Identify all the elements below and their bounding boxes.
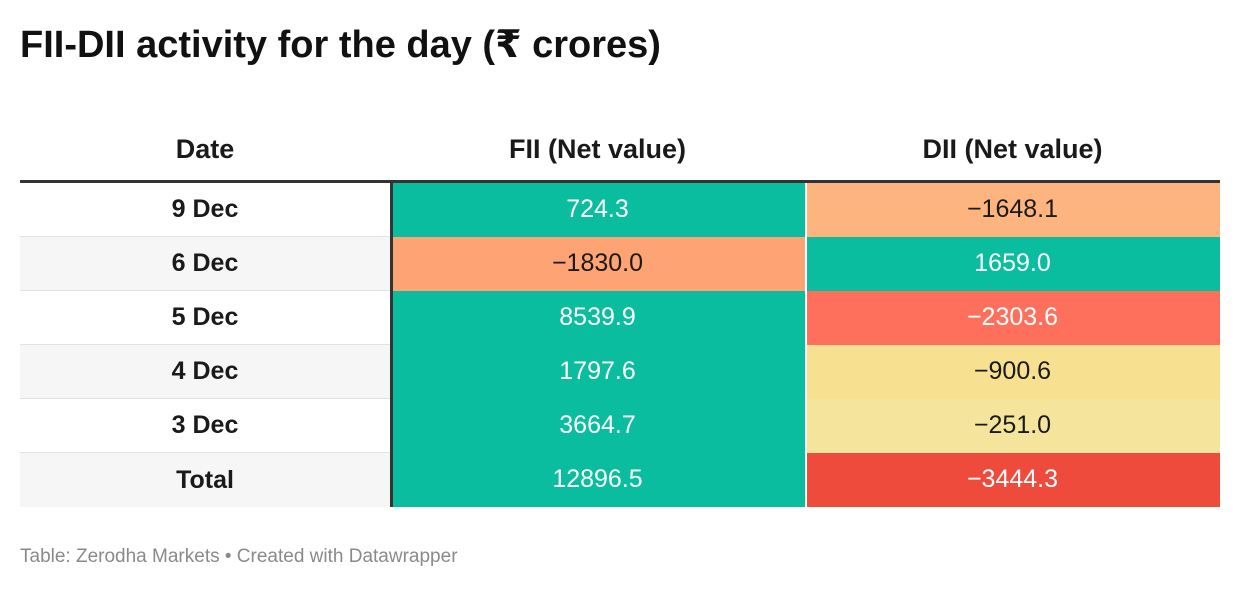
header-dii: DII (Net value) (922, 133, 1103, 164)
column-divider-fii (390, 183, 393, 507)
date-cell: 9 Dec (20, 183, 390, 237)
dii-value-cell: −2303.6 (805, 291, 1220, 345)
fii-value-cell: 1797.6 (390, 345, 805, 399)
fii-value-cell: −1830.0 (390, 237, 805, 291)
table-row: 6 Dec −1830.0 1659.0 (20, 237, 1220, 291)
table-row: 3 Dec 3664.7 −251.0 (20, 399, 1220, 453)
table-row: 4 Dec 1797.6 −900.6 (20, 345, 1220, 399)
table-header: Date FII (Net value) DII (Net value) (20, 118, 1220, 180)
date-cell: Total (20, 453, 390, 507)
dii-value-cell: 1659.0 (805, 237, 1220, 291)
header-date: Date (175, 133, 235, 164)
fii-value-cell: 3664.7 (390, 399, 805, 453)
fii-value-cell: 8539.9 (390, 291, 805, 345)
date-cell: 3 Dec (20, 399, 390, 453)
fii-value-cell: 724.3 (390, 183, 805, 237)
source-note: Table: Zerodha Markets • Created with Da… (20, 546, 458, 567)
page-title: FII-DII activity for the day (₹ crores) (20, 24, 661, 66)
dii-value-cell: −900.6 (805, 345, 1220, 399)
dii-value-cell: −3444.3 (805, 453, 1220, 507)
date-cell: 4 Dec (20, 345, 390, 399)
header-divider (20, 180, 1220, 183)
table-row-total: Total 12896.5 −3444.3 (20, 453, 1220, 507)
table-row: 5 Dec 8539.9 −2303.6 (20, 291, 1220, 345)
table-body: 9 Dec 724.3 −1648.1 6 Dec −1830.0 1659.0… (20, 183, 1220, 507)
date-cell: 6 Dec (20, 237, 390, 291)
data-table: Date FII (Net value) DII (Net value) 9 D… (20, 118, 1220, 507)
dii-value-cell: −1648.1 (805, 183, 1220, 237)
dii-value-cell: −251.0 (805, 399, 1220, 453)
date-cell: 5 Dec (20, 291, 390, 345)
fii-value-cell: 12896.5 (390, 453, 805, 507)
table-row: 9 Dec 724.3 −1648.1 (20, 183, 1220, 237)
column-divider-dii (805, 183, 807, 507)
header-fii: FII (Net value) (508, 133, 687, 164)
